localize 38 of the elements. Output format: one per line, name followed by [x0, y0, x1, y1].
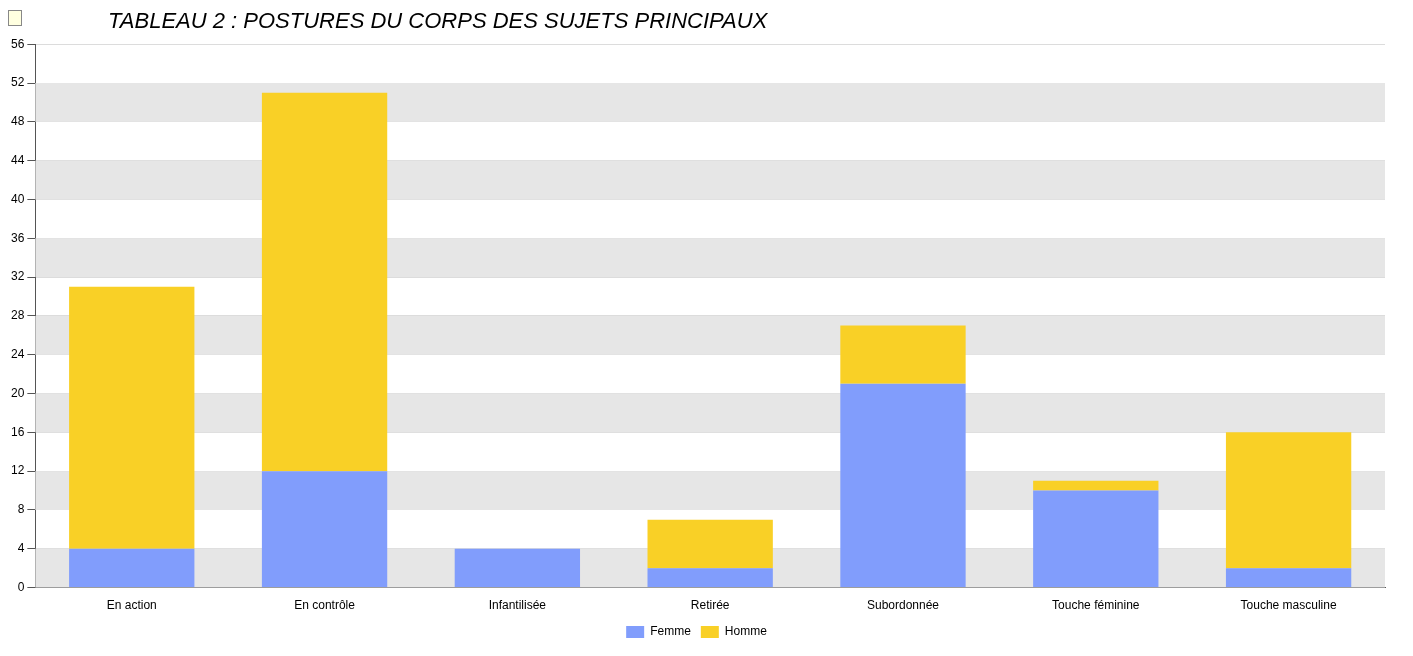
x-tick-label: Touche féminine	[1052, 598, 1140, 613]
y-tick-label: 20	[10, 385, 25, 400]
y-tick-label: 0	[17, 579, 25, 594]
x-tick-label: En action	[106, 598, 157, 613]
y-tick-label: 12	[10, 463, 25, 478]
bar	[840, 383, 966, 588]
bar	[454, 548, 581, 588]
y-tick-label: 56	[10, 36, 25, 51]
x-tick-label: Infantilisée	[488, 598, 547, 613]
bar	[1225, 432, 1352, 569]
y-tick-label: 36	[10, 230, 25, 245]
x-tick-label: Subordonnée	[866, 598, 940, 613]
legend-label: Femme	[650, 624, 692, 639]
x-tick-label: Touche masculine	[1240, 598, 1337, 613]
x-tick-label: Retirée	[690, 598, 730, 613]
y-tick-label: 4	[17, 541, 25, 556]
bar	[647, 568, 773, 588]
legend-label: Homme	[724, 624, 768, 639]
y-tick-label: 52	[10, 75, 25, 90]
bar	[647, 519, 773, 569]
bar	[1033, 490, 1159, 588]
bar	[69, 286, 195, 549]
bar	[840, 325, 966, 384]
y-tick-label: 8	[17, 502, 25, 517]
bar	[261, 471, 388, 588]
bar	[1033, 480, 1159, 491]
y-tick-label: 48	[10, 114, 25, 129]
y-tick-label: 32	[10, 269, 25, 284]
y-tick-label: 28	[10, 308, 25, 323]
y-tick-label: 24	[10, 347, 25, 362]
x-tick-label: En contrôle	[294, 598, 356, 613]
y-tick-label: 40	[10, 191, 25, 206]
y-tick-label: 44	[10, 152, 25, 167]
chart-title: TABLEAU 2 : POSTURES DU CORPS DES SUJETS PRINCIPAUX	[108, 8, 769, 34]
y-tick-label: 16	[10, 424, 25, 439]
bar	[261, 92, 388, 472]
bar	[69, 548, 195, 588]
bar	[1225, 568, 1352, 588]
